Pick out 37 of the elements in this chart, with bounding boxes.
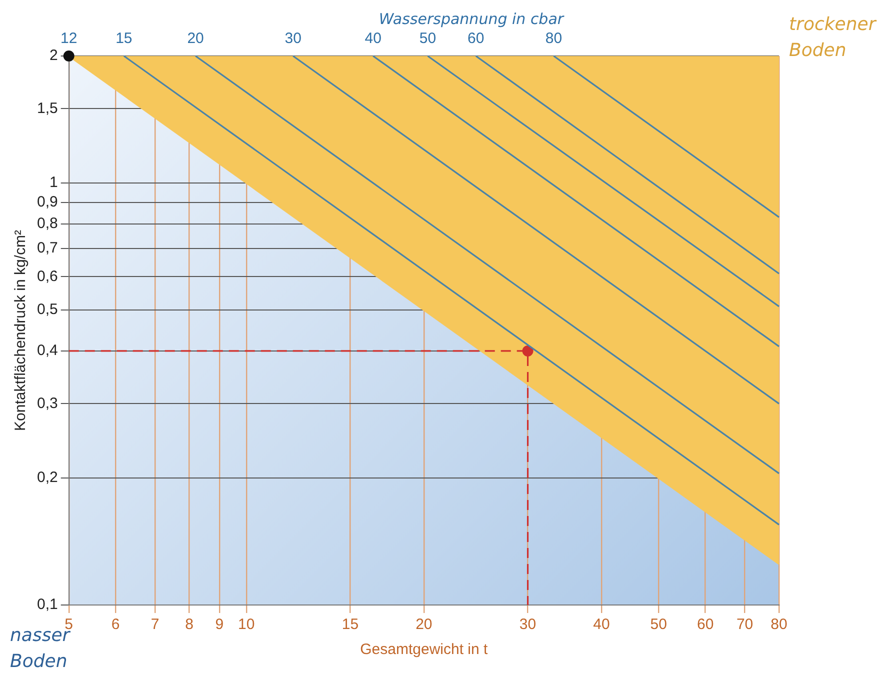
x-tick-label: 20: [416, 616, 432, 634]
x-axis-title: Gesamtgewicht in t: [360, 641, 489, 658]
y-tick-label: 1: [50, 174, 58, 192]
x-tick-label: 9: [215, 616, 224, 634]
annotation: 12: [60, 30, 78, 47]
y-tick-label: 1,5: [36, 100, 58, 117]
annotation: 15: [116, 30, 132, 47]
annotation: 40: [364, 30, 382, 47]
text: Wasserspannung in cbar: [378, 10, 564, 28]
y-tick-label: 0,7: [36, 240, 58, 257]
y-tick-label: 0,4: [36, 342, 58, 360]
text: trockener Boden: [789, 13, 878, 63]
y-tick-label: 0,6: [36, 268, 58, 285]
y-tick-label: 0,1: [36, 596, 58, 614]
annotation: 80: [545, 30, 562, 47]
x-tick-label: 8: [185, 616, 194, 634]
y-tick-label: 0,9: [36, 193, 58, 210]
x-tick-label: 80: [770, 616, 788, 634]
x-tick-label: 15: [342, 616, 359, 634]
x-tick-label: 70: [736, 616, 754, 634]
x-tick-label: 60: [696, 616, 714, 634]
x-tick-label: 40: [593, 616, 610, 634]
annotation: 30: [284, 30, 302, 47]
y-tick-label: 2: [50, 47, 58, 64]
y-tick-label: 0,2: [36, 469, 58, 486]
x-tick-label: 10: [238, 616, 255, 634]
y-tick-label: 0,3: [36, 394, 58, 412]
x-tick-label: 6: [111, 616, 120, 634]
x-tick-label: 50: [650, 616, 667, 634]
x-tick-label: 30: [519, 616, 536, 634]
annotation: 50: [419, 30, 436, 47]
y-axis-title: Kontaktflächendruck in kg/cm²: [12, 230, 30, 431]
annotation: 60: [468, 30, 484, 47]
y-tick-label: 0,5: [36, 301, 58, 318]
annotation: 20: [187, 30, 204, 47]
x-tick-label: 7: [150, 616, 160, 634]
y-tick-label: 0,8: [36, 215, 58, 232]
